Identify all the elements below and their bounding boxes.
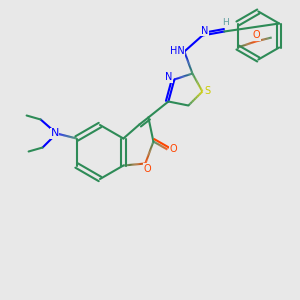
Text: N: N [165, 73, 172, 82]
Text: O: O [169, 145, 177, 154]
Text: HN: HN [170, 46, 185, 56]
Text: S: S [204, 86, 210, 97]
Text: O: O [144, 164, 151, 173]
Text: H: H [222, 18, 229, 27]
Text: N: N [201, 26, 208, 35]
Text: O: O [253, 31, 260, 40]
Text: N: N [50, 128, 59, 139]
